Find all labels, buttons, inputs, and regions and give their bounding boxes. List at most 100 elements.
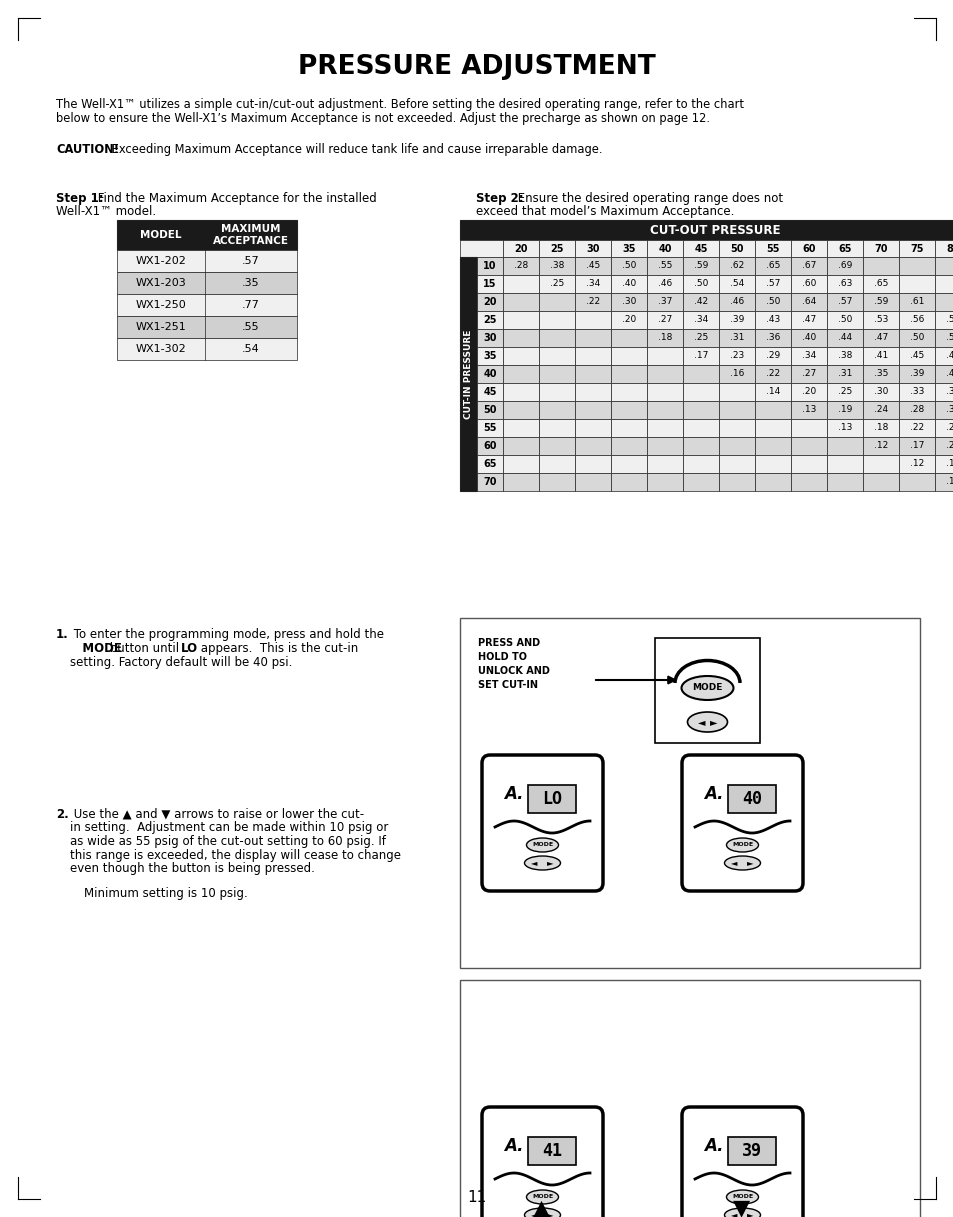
Text: .32: .32: [944, 405, 953, 415]
Text: .61: .61: [909, 297, 923, 307]
Text: .17: .17: [909, 442, 923, 450]
Text: ◄: ◄: [531, 858, 537, 868]
Bar: [934, 473, 953, 490]
Bar: [790, 455, 826, 473]
Bar: [719, 455, 754, 473]
Text: 65: 65: [483, 459, 497, 469]
Bar: [682, 240, 719, 257]
Text: 45: 45: [694, 243, 707, 253]
Text: CUT-IN PRESSURE: CUT-IN PRESSURE: [463, 330, 473, 419]
Bar: [476, 455, 502, 473]
Bar: [610, 275, 646, 293]
Text: .31: .31: [837, 370, 851, 378]
Text: 20: 20: [483, 297, 497, 307]
Text: .25: .25: [837, 387, 851, 397]
Text: Find the Maximum Acceptance for the installed: Find the Maximum Acceptance for the inst…: [94, 192, 376, 204]
Text: 40: 40: [658, 243, 671, 253]
Text: as wide as 55 psig of the cut-out setting to 60 psig. If: as wide as 55 psig of the cut-out settin…: [70, 835, 385, 848]
Text: .22: .22: [585, 297, 599, 307]
Bar: [575, 473, 610, 490]
Text: .20: .20: [801, 387, 815, 397]
Bar: [898, 437, 934, 455]
Bar: [117, 316, 296, 338]
Bar: [610, 455, 646, 473]
Text: .34: .34: [801, 352, 815, 360]
Bar: [538, 275, 575, 293]
Bar: [646, 329, 682, 347]
Text: .50: .50: [765, 297, 780, 307]
Text: CAUTION!: CAUTION!: [56, 144, 119, 156]
Bar: [754, 257, 790, 275]
Bar: [575, 383, 610, 400]
Text: .16: .16: [729, 370, 743, 378]
Bar: [682, 437, 719, 455]
Text: Use the ▲ and ▼ arrows to raise or lower the cut-: Use the ▲ and ▼ arrows to raise or lower…: [70, 808, 364, 821]
Bar: [862, 419, 898, 437]
Bar: [575, 455, 610, 473]
Bar: [826, 312, 862, 329]
Text: 25: 25: [550, 243, 563, 253]
Bar: [502, 347, 538, 365]
Bar: [538, 365, 575, 383]
Bar: [610, 293, 646, 312]
Text: WX1-251: WX1-251: [135, 323, 186, 332]
Text: .40: .40: [801, 333, 815, 342]
Bar: [754, 347, 790, 365]
Bar: [610, 473, 646, 490]
Text: .33: .33: [909, 387, 923, 397]
Text: .17: .17: [693, 352, 707, 360]
Text: WX1-203: WX1-203: [135, 277, 186, 288]
Bar: [934, 455, 953, 473]
Bar: [719, 383, 754, 400]
Text: .50: .50: [693, 280, 707, 288]
Text: .47: .47: [873, 333, 887, 342]
Text: MODE: MODE: [532, 1195, 553, 1200]
Text: A.: A.: [503, 1137, 523, 1155]
Text: .38: .38: [837, 352, 851, 360]
Bar: [862, 400, 898, 419]
Text: appears.  This is the cut-in: appears. This is the cut-in: [196, 643, 358, 655]
Bar: [934, 275, 953, 293]
Bar: [682, 257, 719, 275]
Text: .25: .25: [549, 280, 563, 288]
Text: .59: .59: [873, 297, 887, 307]
Bar: [898, 347, 934, 365]
Text: A.: A.: [503, 785, 523, 803]
Text: Exceeding Maximum Acceptance will reduce tank life and cause irreparable damage.: Exceeding Maximum Acceptance will reduce…: [108, 144, 602, 156]
Text: 2.: 2.: [56, 808, 69, 821]
Bar: [862, 329, 898, 347]
Text: .28: .28: [514, 262, 528, 270]
Text: .60: .60: [801, 280, 816, 288]
Bar: [527, 785, 576, 813]
Text: this range is exceeded, the display will cease to change: this range is exceeded, the display will…: [70, 848, 400, 862]
Text: .38: .38: [549, 262, 563, 270]
Text: .57: .57: [765, 280, 780, 288]
Text: .29: .29: [765, 352, 780, 360]
Text: CUT-OUT PRESSURE: CUT-OUT PRESSURE: [650, 224, 780, 236]
Bar: [682, 365, 719, 383]
Bar: [862, 347, 898, 365]
Text: 10: 10: [483, 260, 497, 271]
Bar: [538, 347, 575, 365]
Bar: [898, 419, 934, 437]
Bar: [502, 419, 538, 437]
Bar: [502, 473, 538, 490]
Bar: [646, 293, 682, 312]
Text: ►: ►: [709, 717, 717, 727]
Bar: [898, 275, 934, 293]
Bar: [476, 473, 502, 490]
Text: ▼: ▼: [733, 1198, 750, 1217]
Bar: [754, 383, 790, 400]
Text: The Well-X1™ utilizes a simple cut-in/cut-out adjustment. Before setting the des: The Well-X1™ utilizes a simple cut-in/cu…: [56, 99, 743, 111]
Text: .63: .63: [837, 280, 851, 288]
Text: 80: 80: [945, 243, 953, 253]
Bar: [117, 249, 296, 273]
Bar: [502, 383, 538, 400]
Ellipse shape: [680, 675, 733, 700]
Bar: [610, 419, 646, 437]
Text: .65: .65: [765, 262, 780, 270]
Text: Minimum setting is 10 psig.: Minimum setting is 10 psig.: [84, 887, 248, 901]
Bar: [826, 365, 862, 383]
Text: button until: button until: [106, 643, 183, 655]
Bar: [459, 220, 953, 240]
